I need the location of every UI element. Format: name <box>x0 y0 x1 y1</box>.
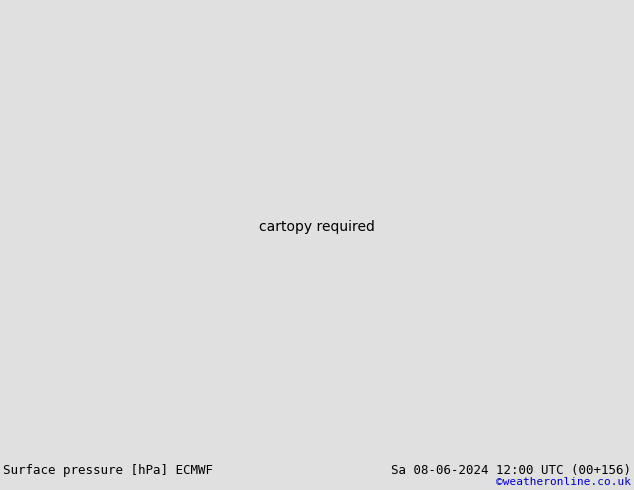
Text: Sa 08-06-2024 12:00 UTC (00+156): Sa 08-06-2024 12:00 UTC (00+156) <box>391 464 631 477</box>
Text: Surface pressure [hPa] ECMWF: Surface pressure [hPa] ECMWF <box>3 464 213 477</box>
Text: ©weatheronline.co.uk: ©weatheronline.co.uk <box>496 477 631 487</box>
Text: cartopy required: cartopy required <box>259 220 375 234</box>
